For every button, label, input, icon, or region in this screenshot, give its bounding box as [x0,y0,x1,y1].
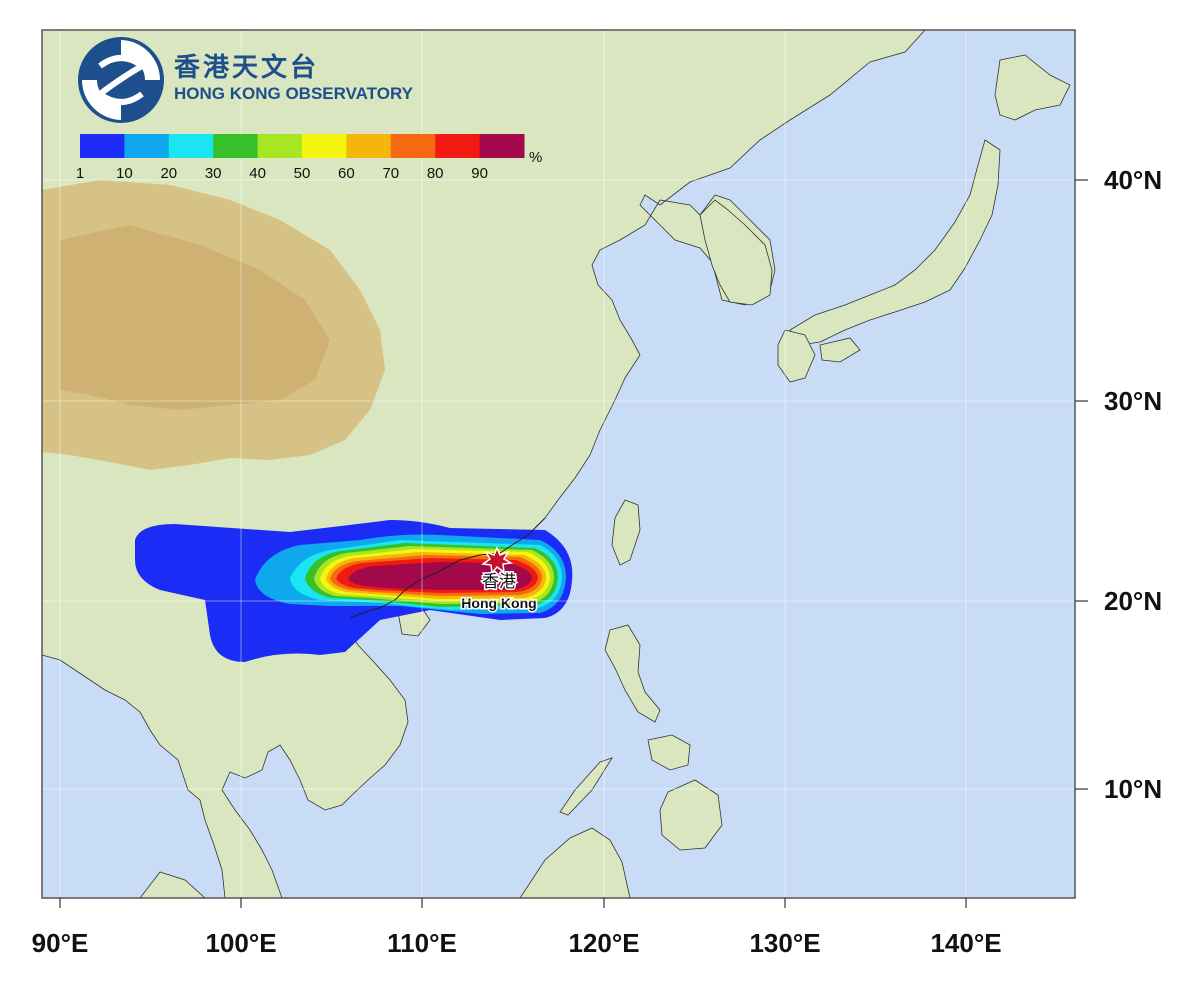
legend-tick-label: 80 [427,165,444,182]
japan-hokkaido [994,54,1071,121]
legend-swatch [302,134,347,158]
japan-shikoku [819,337,861,363]
legend-tick-label: 70 [382,165,399,182]
legend-tick-label: 60 [338,165,355,182]
legend-swatch [346,134,392,158]
legend-swatch [213,134,259,158]
legend-tick-label: 30 [205,165,222,182]
hong-kong-marker[interactable]: 香港 Hong Kong [460,546,538,613]
japan-honshu [789,139,1001,346]
hko-logo: 香港天文台 HONG KONG OBSERVATORY [78,37,414,123]
philippines-mindanao [659,779,723,851]
map-frame [41,29,1076,899]
lat-label: 40°N [1104,165,1162,195]
taiwan [611,499,641,566]
probability-legend: 1 10 20 30 40 50 60 70 80 90 % [76,134,542,182]
tick-marks [59,179,1088,908]
south-china-coast [349,517,546,619]
lon-label: 100°E [205,928,276,958]
lat-label: 20°N [1104,586,1162,616]
japan-kyushu [777,329,816,383]
legend-tick-label: 20 [160,165,177,182]
lon-label: 120°E [568,928,639,958]
legend-tick-label: 90 [471,165,488,182]
legend-swatch [80,134,125,158]
hk-label-en: Hong Kong [461,595,536,611]
legend-tick-label: 50 [294,165,311,182]
legend-tick-label: 1 [76,165,84,182]
band-90 [348,562,532,590]
legend-swatch [168,134,214,158]
legend-swatch [435,134,481,158]
logo-name-zh: 香港天文台 [174,52,319,83]
legend-swatch [390,134,436,158]
legend-swatch [479,134,525,158]
lon-label: 110°E [387,928,457,958]
legend-tick-label: 10 [116,165,133,182]
logo-name-en: HONG KONG OBSERVATORY [174,84,414,103]
legend-swatches [80,134,525,158]
lat-label: 30°N [1104,386,1162,416]
lon-label: 90°E [32,928,89,958]
philippines-visayas [647,734,691,771]
philippines-luzon [604,624,661,723]
longitude-labels: 90°E 100°E 110°E 120°E 130°E 140°E [32,928,1002,958]
sumatra [139,871,206,898]
borneo [519,827,631,898]
lat-label: 10°N [1104,774,1162,804]
legend-tick-label: 40 [249,165,266,182]
legend-unit: % [529,149,542,166]
latitude-labels: 40°N 30°N 20°N 10°N [1104,165,1162,804]
map-area: 香港 Hong Kong 香港天文台 HONG KONG OBSERVATORY [42,30,1075,898]
highland-detail [60,225,330,410]
legend-swatch [124,134,170,158]
star-burst-icon [481,546,514,575]
legend-swatch [257,134,303,158]
legend-ticks: 1 10 20 30 40 50 60 70 80 90 [76,165,488,182]
lon-label: 140°E [930,928,1001,958]
graticule [42,30,1075,898]
korea [699,199,773,306]
hk-label-zh: 香港 [482,572,516,592]
palawan [559,757,613,816]
lon-label: 130°E [749,928,820,958]
